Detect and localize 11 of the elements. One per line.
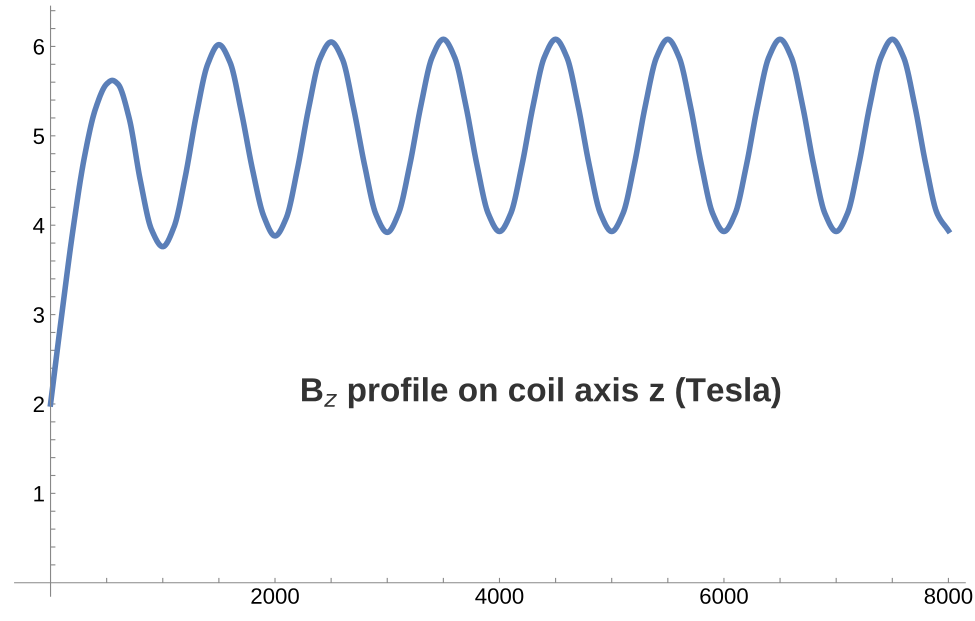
y-tick-label: 5 bbox=[34, 128, 44, 144]
x-tick-label: 8000 bbox=[924, 588, 972, 604]
x-tick-label: 2000 bbox=[251, 588, 299, 604]
y-tick-label: 4 bbox=[33, 218, 44, 234]
y-tick-label: 2 bbox=[34, 396, 44, 412]
y-tick-label: 6 bbox=[34, 38, 44, 55]
y-tick-label: 1 bbox=[34, 486, 44, 502]
x-tick-label: 4000 bbox=[475, 588, 524, 604]
x-tick-label: 6000 bbox=[700, 588, 748, 604]
annotation: B$_{z}$ profile on coil axis z (Tesla) bbox=[302, 377, 780, 408]
y-tick-label: 3 bbox=[33, 307, 44, 323]
